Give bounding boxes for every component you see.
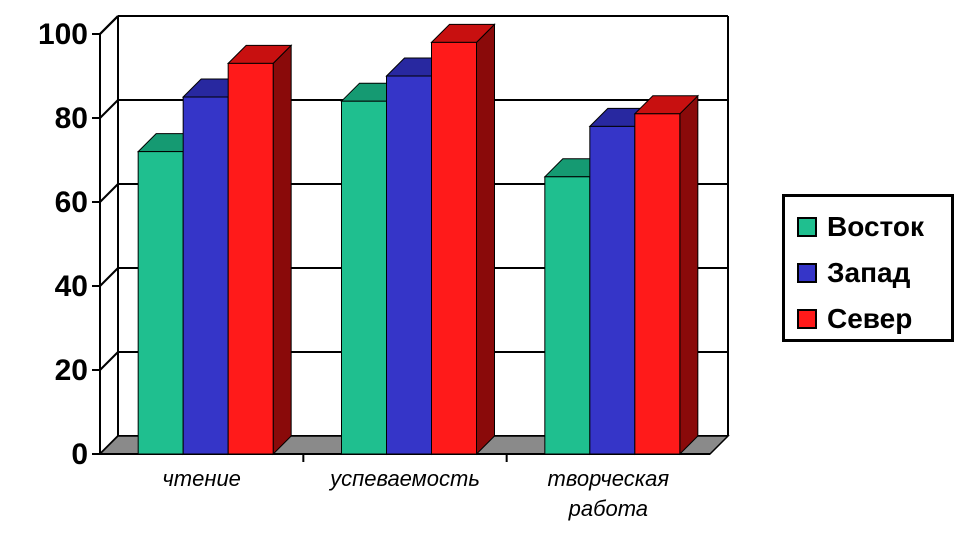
legend-item-vostok: Восток	[797, 211, 924, 243]
legend-label-sever: Север	[827, 303, 913, 334]
y-axis-top	[99, 15, 119, 35]
legend-item-zapad: Запад	[797, 257, 910, 289]
bar	[589, 125, 636, 455]
y-tick-label: 40	[55, 270, 88, 303]
y-tick-label: 80	[55, 102, 88, 135]
legend-label-zapad: Запад	[827, 257, 911, 288]
legend-swatch-sever	[797, 309, 817, 329]
gridline-diag	[99, 183, 119, 203]
x-tick-label: успеваемость	[328, 466, 480, 491]
bar	[634, 113, 681, 455]
legend-label-vostok: Восток	[827, 211, 924, 242]
bar	[227, 62, 274, 455]
bar	[341, 100, 387, 455]
legend-swatch-vostok	[797, 217, 817, 237]
bar	[431, 41, 477, 455]
bar	[182, 96, 229, 455]
y-tick-label: 60	[55, 186, 88, 219]
x-tick-label: работа	[568, 496, 648, 521]
gridline-diag	[99, 99, 119, 119]
bar-side	[476, 23, 495, 456]
y-tick-label: 0	[71, 438, 88, 471]
bar	[544, 176, 591, 455]
legend: Восток Запад Север	[782, 194, 954, 342]
bar-side	[272, 44, 292, 456]
bar-side	[679, 94, 699, 456]
x-tick-label: творческая	[548, 466, 670, 491]
legend-item-sever: Север	[797, 303, 912, 335]
x-tick-label: чтение	[162, 466, 241, 491]
legend-swatch-zapad	[797, 263, 817, 283]
bar	[137, 151, 184, 455]
gridline-diag	[99, 267, 119, 287]
gridline-diag	[99, 351, 119, 371]
bar	[386, 75, 432, 455]
y-tick-label: 20	[55, 354, 88, 387]
y-tick-label: 100	[38, 18, 88, 51]
